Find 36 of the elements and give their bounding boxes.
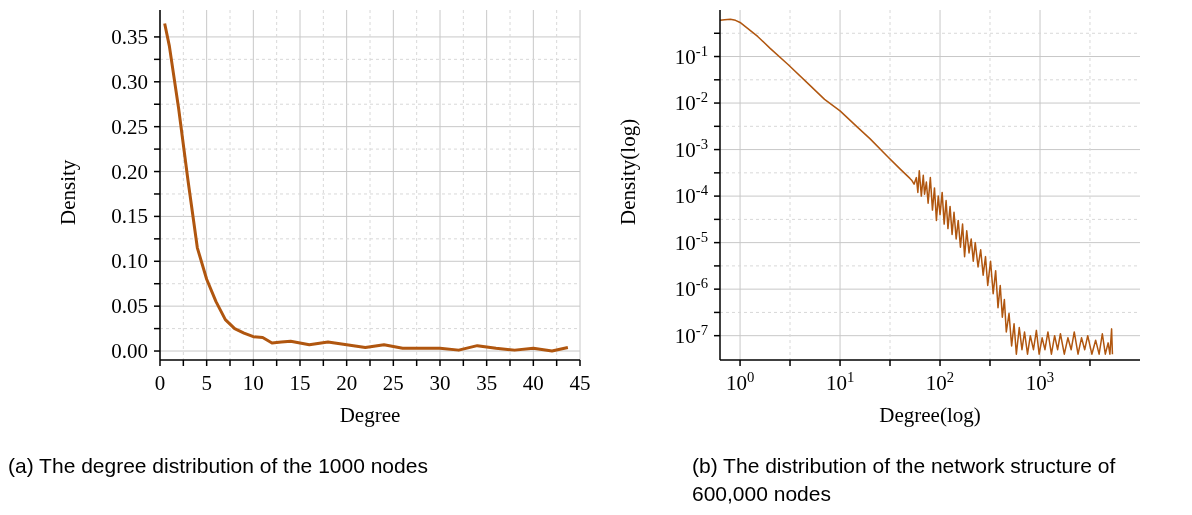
x-axis-title: Degree(log) xyxy=(879,403,981,427)
x-tick-label: 10 xyxy=(242,371,264,395)
x-tick-label: 10$^{1}$ xyxy=(825,369,855,395)
y-tick-label: 0.15 xyxy=(111,204,148,229)
y-tick-label: 0.30 xyxy=(111,69,148,94)
y-tick-label: 10$^{-7}$ xyxy=(674,321,708,348)
text: (a) The degree distribution of the 1000 nodes xyxy=(8,453,429,479)
y-tick-label: 0.00 xyxy=(111,339,148,364)
y-tick-label: 10$^{-4}$ xyxy=(674,182,709,209)
x-tick-label: 40 xyxy=(522,371,544,395)
y-tick-label: 0.10 xyxy=(111,249,148,274)
x-tick-label: 35 xyxy=(476,371,498,395)
y-tick-label: 0.05 xyxy=(111,294,148,319)
x-tick-label: 15 xyxy=(289,371,311,395)
y-tick-label: 0.20 xyxy=(111,159,148,184)
y-tick-label: 10$^{-3}$ xyxy=(674,135,708,162)
y-axis-title: Density xyxy=(56,159,81,225)
y-tick-label: 10$^{-2}$ xyxy=(674,89,708,116)
x-tick-label: 25 xyxy=(382,371,404,395)
x-tick-label: 10$^{0}$ xyxy=(725,369,755,395)
y-tick-label: 10$^{-5}$ xyxy=(674,228,708,255)
x-tick-label: 30 xyxy=(429,371,451,395)
y-axis-title: Density(log) xyxy=(616,118,641,225)
x-tick-label: 20 xyxy=(336,371,358,395)
x-tick-label: 5 xyxy=(201,371,212,395)
x-tick-label: 10$^{2}$ xyxy=(925,369,955,395)
x-tick-label: 45 xyxy=(569,371,591,395)
x-tick-label: 10$^{3}$ xyxy=(1025,369,1055,395)
y-tick-label: 10$^{-1}$ xyxy=(674,42,708,69)
text: (b) The distribution of the network structure of 600,000 nodes xyxy=(692,453,1117,507)
y-tick-label: 10$^{-6}$ xyxy=(674,275,708,302)
y-tick-label: 0.35 xyxy=(111,24,148,49)
line-series xyxy=(163,21,570,353)
x-tick-label: 0 xyxy=(154,371,166,395)
x-axis-title: Degree xyxy=(339,403,401,427)
y-tick-label: 0.25 xyxy=(111,114,148,139)
